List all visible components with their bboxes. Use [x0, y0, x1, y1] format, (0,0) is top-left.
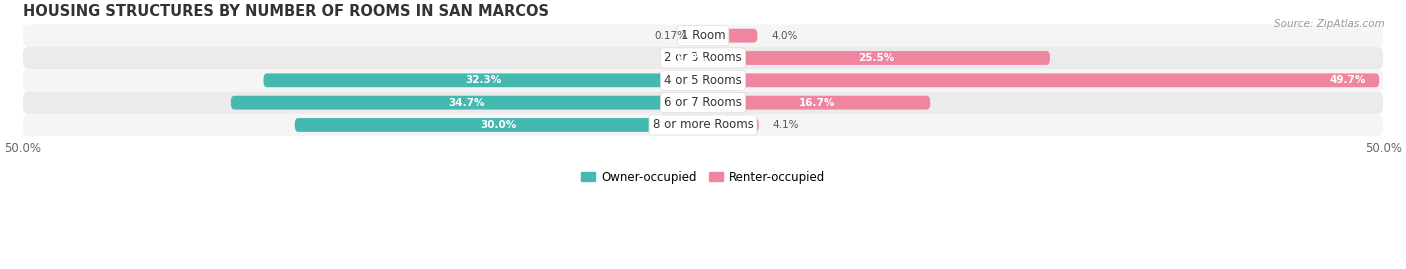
FancyBboxPatch shape: [703, 118, 759, 132]
FancyBboxPatch shape: [22, 91, 1384, 114]
FancyBboxPatch shape: [263, 73, 703, 87]
Legend: Owner-occupied, Renter-occupied: Owner-occupied, Renter-occupied: [576, 166, 830, 188]
FancyBboxPatch shape: [700, 29, 703, 43]
Text: 8 or more Rooms: 8 or more Rooms: [652, 118, 754, 132]
Text: 0.17%: 0.17%: [654, 31, 688, 41]
Text: 49.7%: 49.7%: [1329, 75, 1365, 85]
FancyBboxPatch shape: [231, 96, 703, 109]
FancyBboxPatch shape: [703, 96, 931, 109]
Text: 6 or 7 Rooms: 6 or 7 Rooms: [664, 96, 742, 109]
FancyBboxPatch shape: [22, 24, 1384, 47]
Text: 1 Room: 1 Room: [681, 29, 725, 42]
FancyBboxPatch shape: [295, 118, 703, 132]
FancyBboxPatch shape: [22, 47, 1384, 69]
Text: 16.7%: 16.7%: [799, 98, 835, 108]
Text: HOUSING STRUCTURES BY NUMBER OF ROOMS IN SAN MARCOS: HOUSING STRUCTURES BY NUMBER OF ROOMS IN…: [22, 4, 548, 19]
Text: 2 or 3 Rooms: 2 or 3 Rooms: [664, 51, 742, 65]
Text: 32.3%: 32.3%: [465, 75, 502, 85]
Text: Source: ZipAtlas.com: Source: ZipAtlas.com: [1274, 19, 1385, 29]
FancyBboxPatch shape: [665, 51, 703, 65]
FancyBboxPatch shape: [703, 73, 1379, 87]
Text: 30.0%: 30.0%: [481, 120, 517, 130]
FancyBboxPatch shape: [703, 29, 758, 43]
Text: 25.5%: 25.5%: [858, 53, 894, 63]
FancyBboxPatch shape: [22, 69, 1384, 91]
Text: 4 or 5 Rooms: 4 or 5 Rooms: [664, 74, 742, 87]
FancyBboxPatch shape: [22, 114, 1384, 136]
Text: 4.1%: 4.1%: [772, 120, 799, 130]
Text: 34.7%: 34.7%: [449, 98, 485, 108]
Text: 2.8%: 2.8%: [676, 53, 704, 63]
Text: 4.0%: 4.0%: [770, 31, 797, 41]
FancyBboxPatch shape: [703, 51, 1050, 65]
